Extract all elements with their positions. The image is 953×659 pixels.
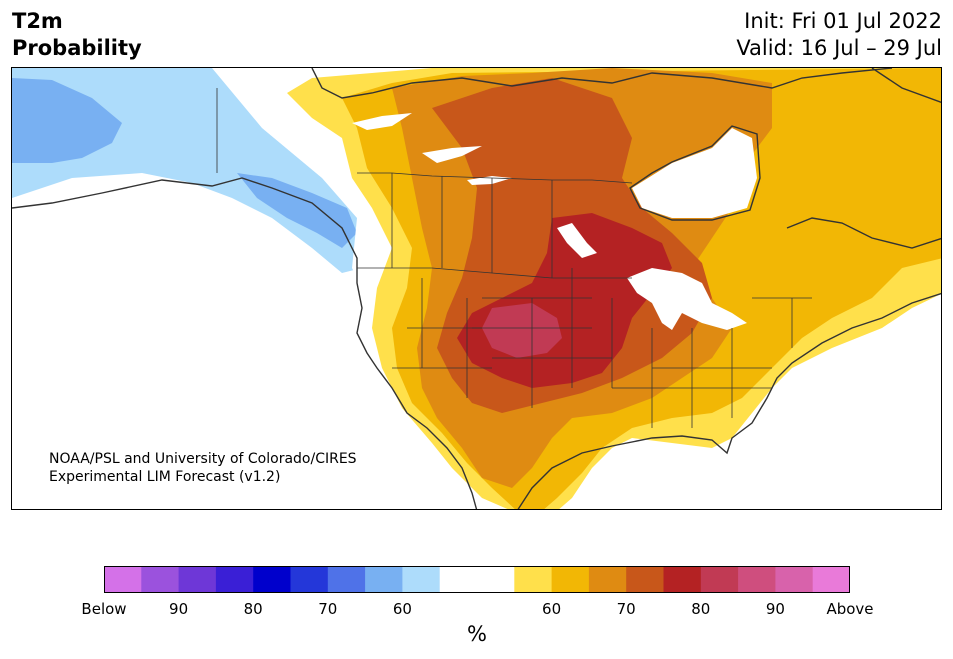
political-borders	[216, 88, 812, 428]
colorbar-tick-label: Below	[81, 600, 127, 618]
colorbar-segment	[514, 566, 553, 593]
colorbar-unit: %	[467, 622, 487, 646]
near-normal-wedge	[212, 68, 432, 308]
colorbar-tick-label: 60	[392, 600, 412, 618]
valid-dates: Valid: 16 Jul – 29 Jul	[736, 36, 942, 60]
credit-text: NOAA/PSL and University of Colorado/CIRE…	[49, 450, 357, 486]
colorbar-tick-label: 70	[616, 600, 636, 618]
colorbar-segment	[327, 566, 366, 593]
colorbar-segment	[700, 566, 739, 593]
above-85-shading	[482, 303, 562, 358]
probability-map: NOAA/PSL and University of Colorado/CIRE…	[11, 67, 942, 510]
coastlines	[12, 68, 941, 509]
colorbar-segment	[141, 566, 180, 593]
colorbar-segment	[178, 566, 217, 593]
map-canvas	[12, 68, 941, 509]
colorbar-segment	[253, 566, 291, 593]
colorbar-segment	[402, 566, 441, 593]
colorbar-segment	[477, 566, 515, 593]
colorbar-tick-label: 60	[542, 600, 562, 618]
forecast-dates: Init: Fri 01 Jul 2022 Valid: 16 Jul – 29…	[736, 8, 942, 62]
colorbar-segment	[663, 566, 702, 593]
colorbar-segment	[812, 566, 850, 593]
colorbar-segment	[738, 566, 776, 593]
title-variable: T2m	[12, 9, 63, 33]
colorbar-tick-label: 80	[243, 600, 263, 618]
lake-manitoba	[557, 223, 597, 258]
map-title: T2m Probability	[12, 8, 142, 62]
colorbar-segment	[626, 566, 664, 593]
colorbar-segment	[365, 566, 403, 593]
great-lakes	[627, 268, 747, 330]
colorbar-border	[104, 566, 850, 593]
init-date: Init: Fri 01 Jul 2022	[744, 9, 942, 33]
great-slave-lake	[422, 146, 482, 163]
alaska-blue-shading	[12, 78, 122, 163]
colorbar-tick-label: 90	[765, 600, 785, 618]
colorbar-tick-label: Above	[826, 600, 874, 618]
colorbar-segment	[775, 566, 814, 593]
colorbar-segment	[439, 566, 478, 593]
lake-winnipeg	[352, 113, 412, 130]
colorbar-segment	[551, 566, 590, 593]
colorbar-tick-label: 90	[169, 600, 189, 618]
colorbar-tick-label: 70	[318, 600, 338, 618]
coast-blue-shading	[237, 173, 357, 248]
colorbar-segment	[588, 566, 627, 593]
colorbar-segment	[215, 566, 254, 593]
colorbar-segment	[290, 566, 329, 593]
colorbar-tick-label: 80	[691, 600, 711, 618]
colorbar-segment	[104, 566, 142, 593]
title-kind: Probability	[12, 36, 142, 60]
hudson-bay	[632, 128, 757, 218]
credit-line-2: Experimental LIM Forecast (v1.2)	[49, 469, 281, 485]
credit-line-1: NOAA/PSL and University of Colorado/CIRE…	[49, 451, 357, 467]
colorbar	[104, 566, 850, 593]
